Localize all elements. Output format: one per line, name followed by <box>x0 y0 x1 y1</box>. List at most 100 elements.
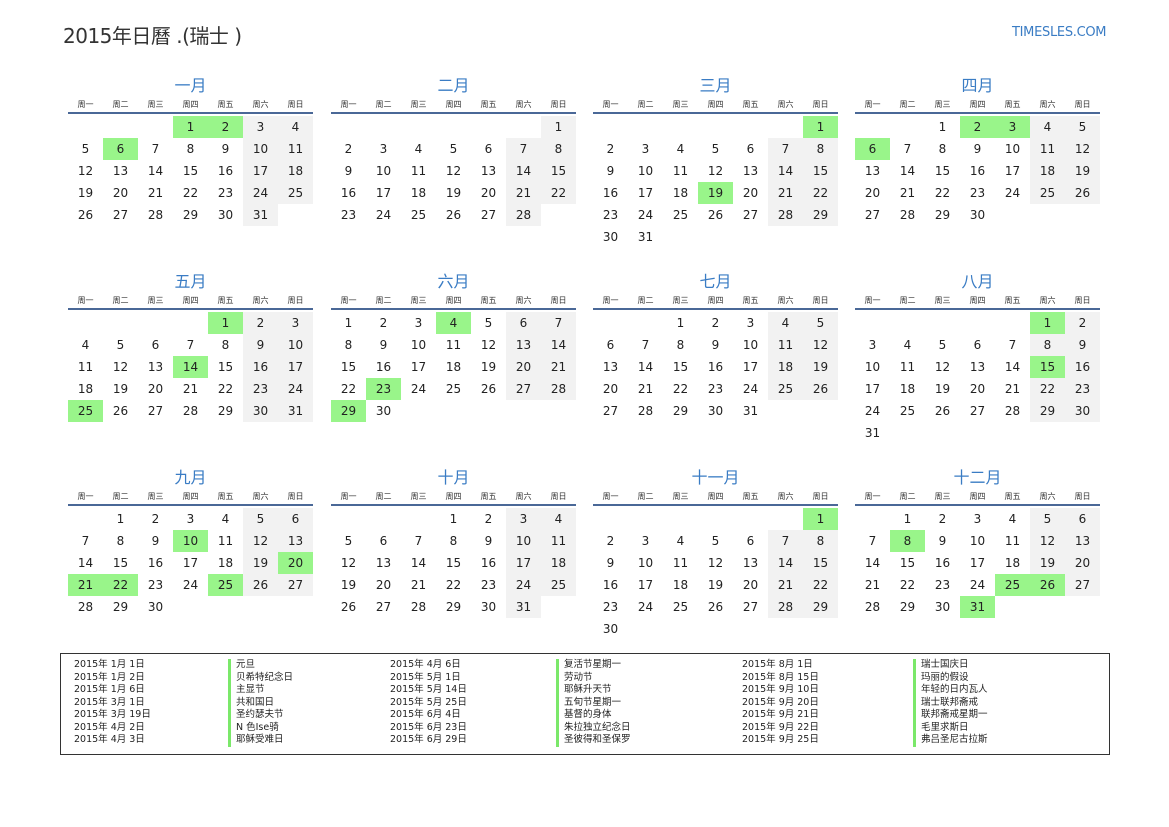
day-cell[interactable]: 20 <box>742 578 759 592</box>
day-cell[interactable]: 26 <box>803 378 838 400</box>
day-cell[interactable]: 9 <box>606 556 615 570</box>
day-cell[interactable]: 15 <box>445 556 462 570</box>
day-cell[interactable]: 29 <box>217 404 234 418</box>
day-cell[interactable]: 15 <box>541 160 576 182</box>
day-cell[interactable]: 16 <box>375 360 392 374</box>
day-cell[interactable]: 10 <box>742 338 759 352</box>
holiday-day[interactable]: 23 <box>366 378 401 400</box>
day-cell[interactable]: 22 <box>934 186 951 200</box>
day-cell[interactable]: 2 <box>484 512 493 526</box>
day-cell[interactable]: 12 <box>480 338 497 352</box>
day-cell[interactable]: 24 <box>182 578 199 592</box>
day-cell[interactable]: 25 <box>672 208 689 222</box>
day-cell[interactable]: 30 <box>602 622 619 636</box>
day-cell[interactable]: 31 <box>243 204 278 226</box>
day-cell[interactable]: 24 <box>742 382 759 396</box>
day-cell[interactable]: 29 <box>934 208 951 222</box>
day-cell[interactable]: 4 <box>414 142 423 156</box>
day-cell[interactable]: 23 <box>602 600 619 614</box>
day-cell[interactable]: 4 <box>676 534 685 548</box>
day-cell[interactable]: 28 <box>768 596 803 618</box>
day-cell[interactable]: 3 <box>641 142 650 156</box>
holiday-day[interactable]: 3 <box>995 116 1030 138</box>
day-cell[interactable]: 23 <box>147 578 164 592</box>
day-cell[interactable]: 9 <box>151 534 160 548</box>
day-cell[interactable]: 26 <box>1065 182 1100 204</box>
day-cell[interactable]: 30 <box>217 208 234 222</box>
day-cell[interactable]: 12 <box>934 360 951 374</box>
day-cell[interactable]: 19 <box>480 360 497 374</box>
day-cell[interactable]: 18 <box>768 356 803 378</box>
day-cell[interactable]: 2 <box>606 534 615 548</box>
day-cell[interactable]: 2 <box>243 312 278 334</box>
day-cell[interactable]: 17 <box>278 356 313 378</box>
day-cell[interactable]: 13 <box>375 556 392 570</box>
day-cell[interactable]: 19 <box>340 578 357 592</box>
day-cell[interactable]: 15 <box>803 552 838 574</box>
day-cell[interactable]: 28 <box>768 204 803 226</box>
day-cell[interactable]: 14 <box>768 552 803 574</box>
day-cell[interactable]: 13 <box>1065 530 1100 552</box>
day-cell[interactable]: 12 <box>707 164 724 178</box>
day-cell[interactable]: 5 <box>484 316 493 330</box>
day-cell[interactable]: 9 <box>221 142 230 156</box>
day-cell[interactable]: 12 <box>1030 530 1065 552</box>
day-cell[interactable]: 19 <box>445 186 462 200</box>
day-cell[interactable]: 1 <box>449 512 458 526</box>
day-cell[interactable]: 26 <box>934 404 951 418</box>
day-cell[interactable]: 5 <box>1065 116 1100 138</box>
day-cell[interactable]: 31 <box>742 404 759 418</box>
day-cell[interactable]: 7 <box>768 138 803 160</box>
day-cell[interactable]: 17 <box>864 382 881 396</box>
day-cell[interactable]: 15 <box>934 164 951 178</box>
day-cell[interactable]: 7 <box>506 138 541 160</box>
day-cell[interactable]: 4 <box>1008 512 1017 526</box>
day-cell[interactable]: 8 <box>186 142 195 156</box>
day-cell[interactable]: 21 <box>1004 382 1021 396</box>
day-cell[interactable]: 16 <box>602 578 619 592</box>
day-cell[interactable]: 4 <box>768 312 803 334</box>
day-cell[interactable]: 26 <box>707 208 724 222</box>
day-cell[interactable]: 21 <box>541 356 576 378</box>
day-cell[interactable]: 22 <box>803 574 838 596</box>
day-cell[interactable]: 9 <box>938 534 947 548</box>
day-cell[interactable]: 10 <box>375 164 392 178</box>
day-cell[interactable]: 10 <box>410 338 427 352</box>
day-cell[interactable]: 25 <box>1030 182 1065 204</box>
day-cell[interactable]: 21 <box>410 578 427 592</box>
day-cell[interactable]: 21 <box>864 578 881 592</box>
day-cell[interactable]: 6 <box>746 142 755 156</box>
day-cell[interactable]: 14 <box>147 164 164 178</box>
holiday-day[interactable]: 10 <box>173 530 208 552</box>
day-cell[interactable]: 25 <box>410 208 427 222</box>
day-cell[interactable]: 5 <box>803 312 838 334</box>
day-cell[interactable]: 9 <box>344 164 353 178</box>
holiday-day[interactable]: 20 <box>278 552 313 574</box>
day-cell[interactable]: 19 <box>1030 552 1065 574</box>
day-cell[interactable]: 17 <box>969 556 986 570</box>
day-cell[interactable]: 5 <box>938 338 947 352</box>
day-cell[interactable]: 27 <box>1065 574 1100 596</box>
day-cell[interactable]: 17 <box>1004 164 1021 178</box>
day-cell[interactable]: 18 <box>445 360 462 374</box>
day-cell[interactable]: 26 <box>77 208 94 222</box>
day-cell[interactable]: 14 <box>864 556 881 570</box>
day-cell[interactable]: 26 <box>340 600 357 614</box>
day-cell[interactable]: 25 <box>445 382 462 396</box>
day-cell[interactable]: 20 <box>480 186 497 200</box>
day-cell[interactable]: 11 <box>672 164 689 178</box>
day-cell[interactable]: 12 <box>803 334 838 356</box>
day-cell[interactable]: 10 <box>506 530 541 552</box>
day-cell[interactable]: 21 <box>768 182 803 204</box>
day-cell[interactable]: 23 <box>602 208 619 222</box>
day-cell[interactable]: 29 <box>803 596 838 618</box>
day-cell[interactable]: 29 <box>182 208 199 222</box>
day-cell[interactable]: 20 <box>602 382 619 396</box>
day-cell[interactable]: 2 <box>151 512 160 526</box>
day-cell[interactable]: 20 <box>147 382 164 396</box>
holiday-day[interactable]: 6 <box>103 138 138 160</box>
day-cell[interactable]: 5 <box>711 534 720 548</box>
day-cell[interactable]: 15 <box>217 360 234 374</box>
day-cell[interactable]: 4 <box>903 338 912 352</box>
day-cell[interactable]: 14 <box>1004 360 1021 374</box>
